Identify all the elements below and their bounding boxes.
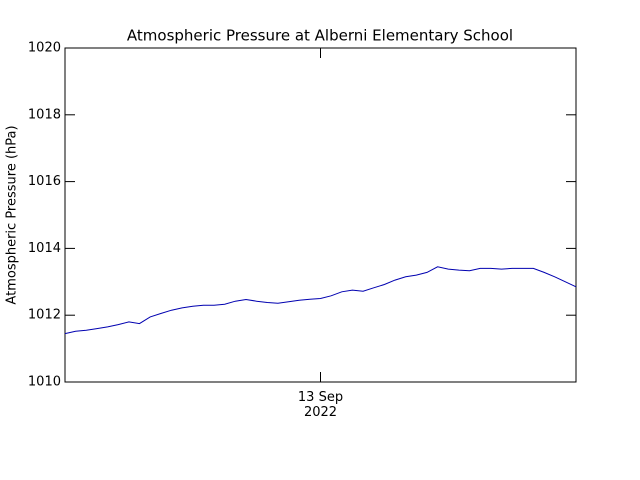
y-axis-label: Atmospheric Pressure (hPa) xyxy=(5,125,20,304)
y-tick-label: 1010 xyxy=(28,375,61,390)
y-tick-label: 1014 xyxy=(28,241,61,256)
y-tick-label: 1016 xyxy=(28,174,61,189)
y-tick-label: 1018 xyxy=(28,107,61,122)
y-tick-label: 1012 xyxy=(28,308,61,323)
x-tick-label: 13 Sep 2022 xyxy=(297,390,344,420)
data-line xyxy=(64,266,577,335)
plot-frame xyxy=(64,47,577,383)
chart-title: Atmospheric Pressure at Alberni Elementa… xyxy=(127,27,513,45)
y-tick-label: 1020 xyxy=(28,41,61,56)
